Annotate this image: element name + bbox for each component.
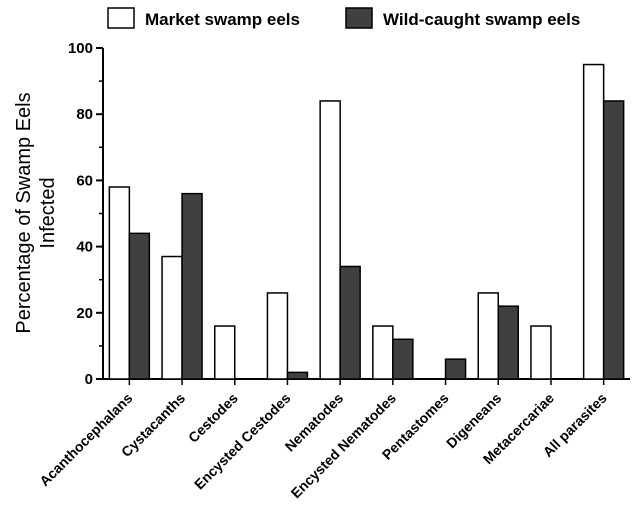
bar-market-5 (372, 325, 394, 380)
legend-label-market: Market swamp eels (145, 10, 300, 29)
x-tick-label: Encysted Nematodes (288, 390, 400, 502)
bar-wild-4 (339, 265, 361, 380)
bars (108, 63, 625, 380)
bar-market-0 (108, 186, 131, 380)
y-axis-title-line-1: Percentage of Swamp Eels (13, 92, 35, 333)
y-tick-label: 60 (76, 172, 93, 189)
x-tick-label: Encysted Cestodes (191, 390, 294, 493)
bar-market-1 (161, 255, 183, 380)
y-tick-label: 40 (76, 239, 93, 256)
bar-market-9 (582, 63, 605, 380)
bar-wild-7 (497, 305, 519, 380)
bar-market-8 (530, 325, 552, 380)
legend-swatch-wild (345, 7, 373, 29)
bar-wild-3 (286, 371, 309, 380)
bar-market-2 (214, 325, 236, 380)
x-tick-labels: AcanthocephalansCystacanthsCestodesEncys… (36, 390, 610, 502)
bar-wild-0 (128, 232, 151, 380)
legend-label-wild: Wild-caught swamp eels (383, 10, 580, 29)
y-tick-label: 80 (76, 106, 93, 123)
bar-wild-1 (181, 192, 203, 380)
y-axis-title: Percentage of Swamp Eels Infected (13, 92, 59, 333)
x-axis (103, 378, 630, 385)
x-tick-label: Cestodes (185, 390, 241, 446)
bar-wild-9 (602, 100, 625, 380)
bar-market-4 (319, 100, 341, 380)
bar-market-7 (477, 292, 499, 380)
y-tick-label: 100 (68, 40, 93, 57)
bar-wild-5 (392, 338, 414, 380)
y-tick-label: 20 (76, 305, 93, 322)
y-axis-title-line-2: Infected (37, 177, 59, 248)
y-tick-label: 0 (85, 371, 93, 388)
bar-wild-6 (444, 358, 467, 380)
legend: Market swamp eels Wild-caught swamp eels (107, 7, 580, 29)
legend-swatch-market (107, 7, 135, 29)
y-axis: 0 20 40 60 80 100 (68, 40, 104, 388)
x-tick-label: Acanthocephalans (36, 390, 135, 489)
bar-market-3 (266, 292, 289, 380)
